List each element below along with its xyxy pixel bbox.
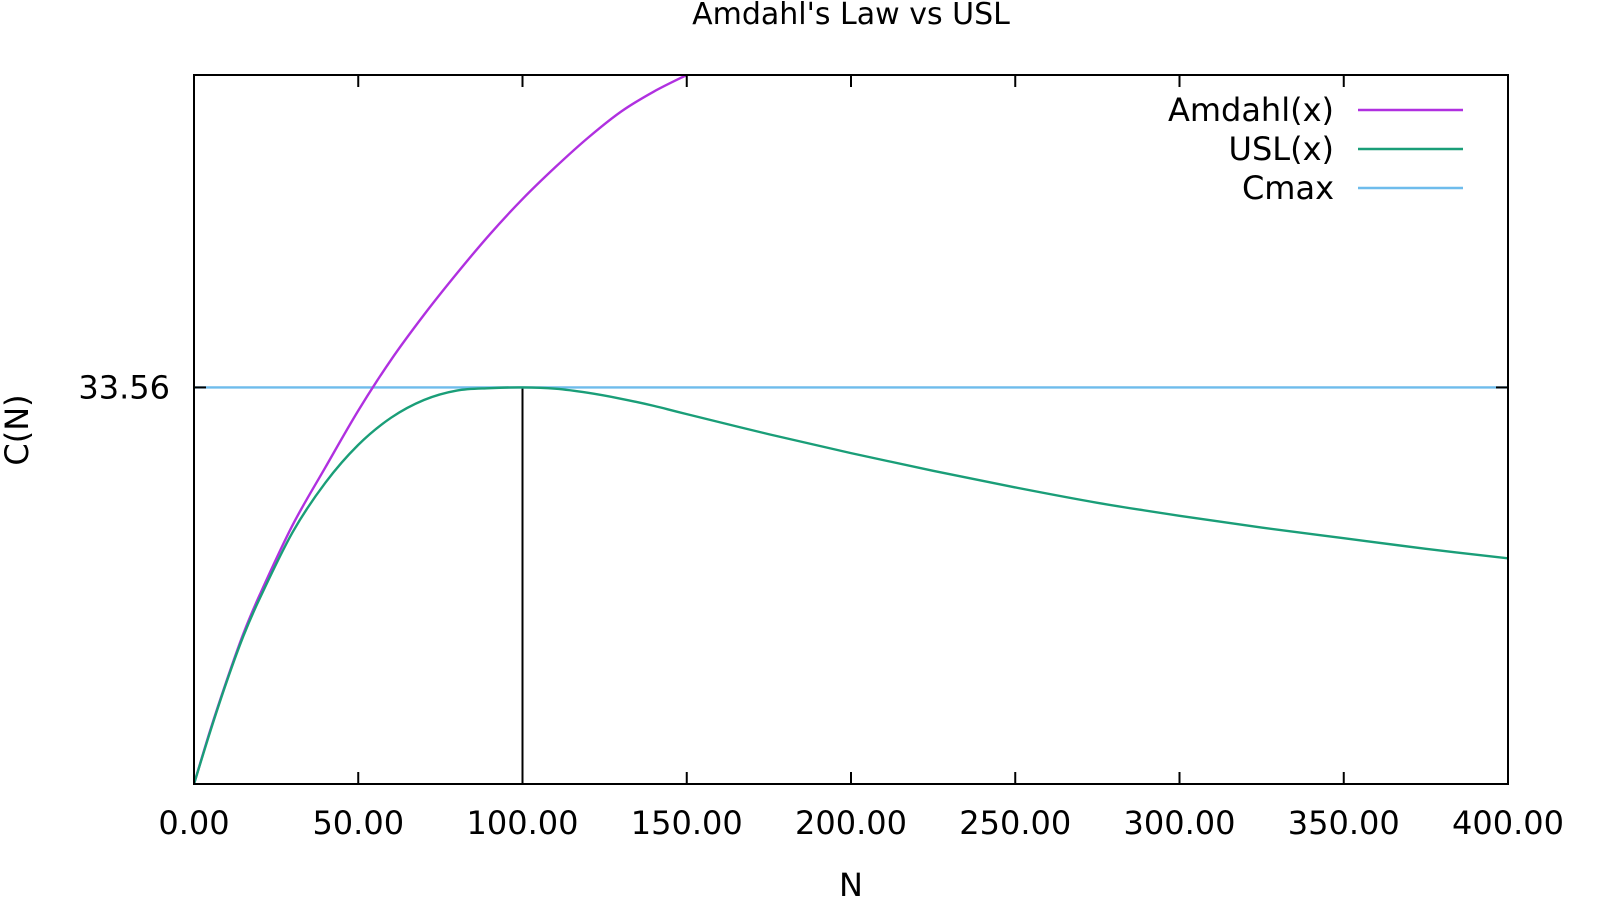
x-axis: 0.00 50.00 100.00 150.00 200.00 250.00 300.00 3… xyxy=(158,75,1564,842)
legend-label: Amdahl(x) xyxy=(1168,91,1334,129)
series-layer xyxy=(194,75,1508,784)
legend-label: Cmax xyxy=(1242,169,1334,207)
x-tick-label: 400.00 xyxy=(1452,804,1564,842)
series-line-amdahl-x xyxy=(194,75,688,784)
y-tick-label: 33.56 xyxy=(78,368,170,406)
x-tick-label: 300.00 xyxy=(1124,804,1236,842)
x-tick-label: 100.00 xyxy=(467,804,579,842)
y-axis: 33.56 xyxy=(78,368,1508,406)
chart-title: Amdahl's Law vs USL xyxy=(692,0,1010,32)
y-axis-label: C(N) xyxy=(0,394,36,465)
legend-label: USL(x) xyxy=(1229,130,1334,168)
x-tick-label: 50.00 xyxy=(312,804,404,842)
x-tick-label: 350.00 xyxy=(1288,804,1400,842)
x-tick-label: 250.00 xyxy=(959,804,1071,842)
x-axis-label: N xyxy=(839,866,863,904)
x-tick-label: 200.00 xyxy=(795,804,907,842)
x-tick-label: 150.00 xyxy=(631,804,743,842)
legend: Amdahl(x)USL(x)Cmax xyxy=(1168,91,1463,207)
x-tick-label: 0.00 xyxy=(158,804,229,842)
series-line-usl-x xyxy=(194,386,1508,784)
